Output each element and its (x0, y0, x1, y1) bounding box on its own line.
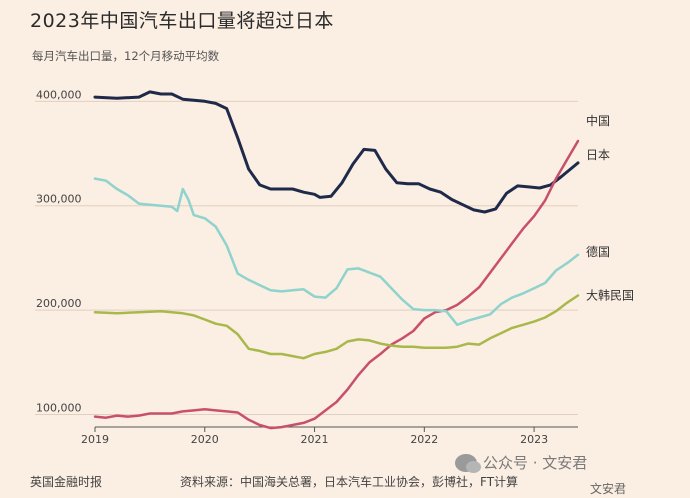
x-tick-label: 2023 (520, 433, 548, 446)
watermark-text: 公众号 · 文安君 (483, 454, 588, 472)
series-line-2 (93, 177, 580, 327)
chart-title: 2023年中国汽车出口量将超过日本 (30, 10, 334, 32)
publisher-label: 英国金融时报 (30, 475, 103, 489)
series-line-0 (93, 90, 580, 214)
x-tick-label: 2021 (301, 433, 329, 446)
series-label: 中国 (586, 113, 610, 128)
watermark-corner: 文安君 (590, 482, 627, 496)
y-tick-label: 200,000 (36, 297, 82, 310)
series-line-1 (93, 139, 580, 430)
y-tick-label: 400,000 (36, 88, 82, 101)
source-note: 资料来源：中国海关总署，日本汽车工业协会，彭博社，FT计算 (180, 475, 519, 489)
x-tick-label: 2022 (410, 433, 438, 446)
watermark: 公众号 · 文安君 (455, 452, 587, 473)
series-label: 日本 (586, 148, 610, 162)
y-tick-label: 100,000 (36, 402, 82, 415)
y-tick-label: 300,000 (36, 193, 82, 206)
series-line-3 (93, 294, 580, 360)
series-label: 德国 (586, 244, 610, 259)
chart-subtitle: 每月汽车出口量，12个月移动平均数 (32, 49, 220, 63)
wechat-icon (455, 453, 481, 473)
series-label: 大韩民国 (586, 288, 634, 303)
x-tick-label: 2020 (191, 433, 219, 446)
x-tick-label: 2019 (81, 433, 109, 446)
